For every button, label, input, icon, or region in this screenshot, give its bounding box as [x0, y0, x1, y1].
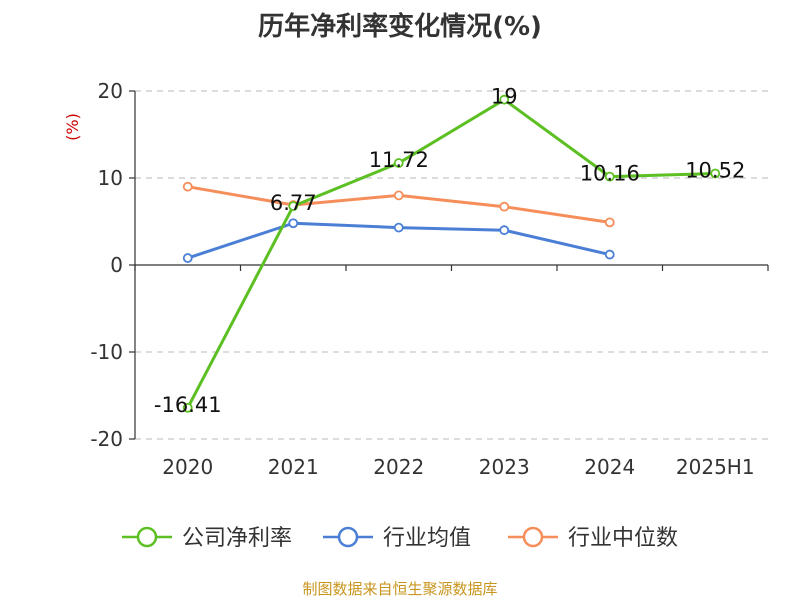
data-point [499, 94, 510, 105]
legend-item: 公司净利率 [122, 526, 292, 551]
data-point [288, 218, 299, 229]
data-label: 10.16 [580, 162, 640, 186]
data-point [604, 249, 615, 260]
legend-label: 公司净利率 [182, 526, 292, 551]
x-tick-label: 2021 [268, 455, 319, 479]
data-point [182, 402, 193, 413]
data-point [288, 201, 299, 212]
legend-label: 行业均值 [383, 526, 471, 551]
data-label: 19 [491, 85, 518, 109]
legend-item: 行业均值 [323, 526, 471, 551]
x-tick-label: 2020 [162, 455, 213, 479]
data-point [710, 168, 721, 179]
tick-labels: 20 10 0 -10 -20 2020 2021 2022 2023 2024 2025H1 [90, 79, 754, 479]
legend-item: 行业中位数 [508, 526, 678, 551]
legend-marker [136, 526, 158, 548]
data-point [499, 201, 510, 212]
data-point [182, 181, 193, 192]
data-label: 10.52 [685, 158, 745, 182]
y-tick-label: -10 [90, 340, 123, 364]
y-tick-label: 10 [98, 166, 123, 190]
y-tick-label: -20 [90, 427, 123, 451]
data-label: 11.72 [369, 148, 429, 172]
axes [129, 90, 769, 440]
x-tick-label: 2022 [373, 455, 424, 479]
data-point [393, 190, 404, 201]
y-axis-unit: (%) [63, 113, 82, 141]
legend: 公司净利率 行业均值 行业中位数 [122, 526, 678, 551]
series-line [186, 98, 716, 409]
data-labels: -16.41 6.77 11.72 19 10.16 10.52 [154, 85, 745, 417]
legend-marker [337, 526, 359, 548]
data-point [393, 158, 404, 168]
data-point [604, 217, 615, 228]
data-source: 制图数据来自恒生聚源数据库 [302, 580, 498, 598]
y-tick-label: 0 [110, 253, 123, 277]
data-point [499, 225, 510, 236]
legend-marker [522, 526, 544, 548]
x-tick-label: 2025H1 [676, 455, 755, 479]
data-point [182, 253, 193, 263]
chart-title: 历年净利率变化情况(%) [258, 12, 542, 42]
x-tick-label: 2023 [479, 455, 530, 479]
x-tick-label: 2024 [584, 455, 635, 479]
data-point [604, 171, 615, 182]
y-tick-label: 20 [98, 79, 123, 103]
series-lines [182, 94, 721, 413]
data-label: 6.77 [270, 191, 317, 215]
data-label: -16.41 [154, 393, 222, 417]
data-point [393, 222, 404, 233]
legend-label: 行业中位数 [568, 526, 678, 551]
